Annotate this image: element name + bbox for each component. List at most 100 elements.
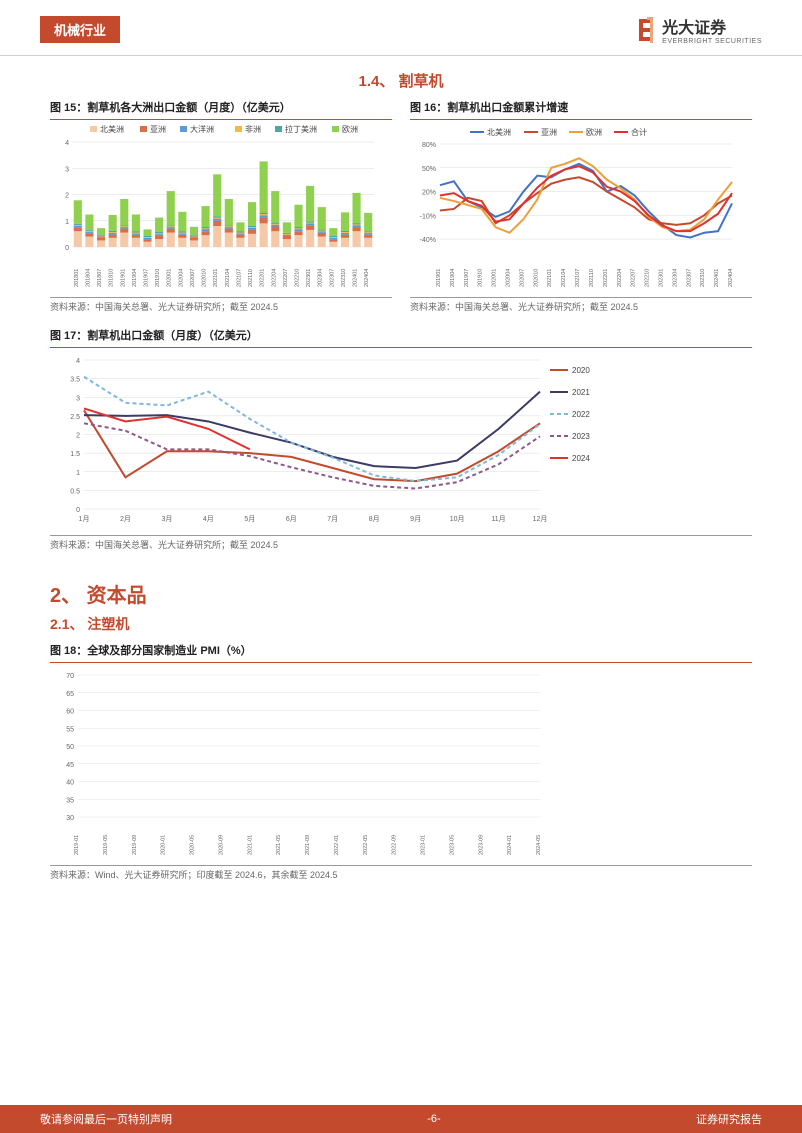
svg-text:亚洲: 亚洲 (150, 125, 166, 134)
svg-text:2: 2 (76, 433, 80, 440)
chart-15-source: 资料来源：中国海关总署、光大证券研究所；截至 2024.5 (50, 297, 392, 313)
svg-text:2023-01: 2023-01 (421, 835, 427, 855)
svg-text:1: 1 (76, 470, 80, 477)
svg-text:35: 35 (66, 797, 74, 804)
svg-text:20%: 20% (422, 190, 436, 197)
chart-15: 北美洲亚洲大洋洲非洲拉丁美洲欧洲012342018012018042018072… (50, 124, 380, 289)
svg-text:2021-01: 2021-01 (247, 835, 253, 855)
svg-text:9月: 9月 (410, 515, 421, 523)
svg-text:2.5: 2.5 (70, 414, 80, 421)
svg-text:8月: 8月 (369, 515, 380, 523)
svg-text:202110: 202110 (248, 269, 254, 287)
svg-text:3: 3 (76, 395, 80, 402)
company-name-en: EVERBRIGHT SECURITIES (662, 38, 762, 45)
svg-text:201901: 201901 (120, 269, 126, 287)
svg-text:202004: 202004 (178, 269, 184, 287)
svg-text:2022-05: 2022-05 (363, 835, 369, 855)
chart-16: -40%-10%20%50%80%20190120190420190720191… (410, 124, 740, 289)
svg-text:202210: 202210 (295, 269, 301, 287)
svg-text:202404: 202404 (364, 269, 370, 287)
chart-16-source: 资料来源：中国海关总署、光大证券研究所；截至 2024.5 (410, 297, 752, 313)
svg-text:5月: 5月 (244, 515, 255, 523)
svg-text:202310: 202310 (700, 269, 706, 287)
svg-text:30: 30 (66, 815, 74, 822)
svg-text:202304: 202304 (318, 269, 324, 287)
svg-text:3月: 3月 (161, 515, 172, 523)
svg-text:2020-05: 2020-05 (190, 835, 196, 855)
svg-text:201904: 201904 (450, 269, 456, 287)
svg-text:2024-01: 2024-01 (507, 835, 513, 855)
svg-text:202210: 202210 (645, 269, 651, 287)
svg-text:202201: 202201 (260, 269, 266, 287)
svg-text:201804: 201804 (85, 269, 91, 287)
svg-text:亚洲: 亚洲 (541, 128, 557, 137)
svg-text:2022: 2022 (572, 410, 590, 419)
svg-text:0: 0 (76, 507, 80, 514)
svg-text:40: 40 (66, 780, 74, 787)
page-content: 1.4、 割草机 图 15：割草机各大洲出口金额（月度）（亿美元） 北美洲亚洲大… (0, 56, 802, 881)
svg-text:2019-01: 2019-01 (74, 835, 80, 855)
section-2-title: 2、 资本品 (50, 579, 752, 608)
svg-text:202107: 202107 (575, 269, 581, 287)
svg-text:201807: 201807 (97, 269, 103, 287)
svg-text:201907: 201907 (144, 269, 150, 287)
svg-text:202307: 202307 (329, 269, 335, 287)
logo-icon (636, 17, 656, 43)
svg-text:202307: 202307 (686, 269, 692, 287)
svg-text:2019-05: 2019-05 (103, 835, 109, 855)
chart-17-source: 资料来源：中国海关总署、光大证券研究所；截至 2024.5 (50, 535, 752, 551)
svg-text:202107: 202107 (236, 269, 242, 287)
svg-text:北美洲: 北美洲 (487, 127, 511, 137)
svg-text:7月: 7月 (327, 515, 338, 523)
page-header: 机械行业 光大证券 EVERBRIGHT SECURITIES (0, 0, 802, 56)
svg-text:202001: 202001 (167, 269, 173, 287)
svg-text:45: 45 (66, 762, 74, 769)
svg-text:2023-09: 2023-09 (478, 835, 484, 855)
company-name-cn: 光大证券 (662, 14, 762, 38)
svg-text:3: 3 (65, 166, 69, 173)
svg-text:201910: 201910 (478, 269, 484, 287)
svg-text:大洋洲: 大洋洲 (190, 124, 214, 134)
svg-text:65: 65 (66, 691, 74, 698)
svg-text:202401: 202401 (714, 269, 720, 287)
svg-text:4: 4 (65, 140, 69, 147)
footer-left: 敬请参阅最后一页特别声明 (40, 1111, 172, 1127)
svg-text:202010: 202010 (533, 269, 539, 287)
svg-text:202201: 202201 (603, 269, 609, 287)
svg-text:202110: 202110 (589, 269, 595, 287)
chart-17-title: 图 17：割草机出口金额（月度）（亿美元） (50, 327, 752, 343)
svg-text:2024-05: 2024-05 (536, 835, 542, 855)
svg-text:11月: 11月 (491, 515, 505, 523)
svg-text:202010: 202010 (202, 269, 208, 287)
chart-18-source: 资料来源：Wind、光大证券研究所；印度截至 2024.6，其余截至 2024.… (50, 865, 752, 881)
svg-text:202304: 202304 (672, 269, 678, 287)
chart-15-block: 图 15：割草机各大洲出口金额（月度）（亿美元） 北美洲亚洲大洋洲非洲拉丁美洲欧… (50, 99, 392, 313)
svg-text:202001: 202001 (492, 269, 498, 287)
svg-text:2月: 2月 (120, 515, 131, 523)
svg-text:欧洲: 欧洲 (586, 127, 602, 137)
svg-text:2023-05: 2023-05 (449, 835, 455, 855)
svg-text:202301: 202301 (658, 269, 664, 287)
svg-text:10月: 10月 (450, 515, 465, 523)
svg-text:55: 55 (66, 726, 74, 733)
svg-text:202204: 202204 (617, 269, 623, 287)
svg-text:2024: 2024 (572, 454, 590, 463)
svg-text:202207: 202207 (631, 269, 637, 287)
svg-text:202101: 202101 (547, 269, 553, 287)
chart-16-title: 图 16：割草机出口金额累计增速 (410, 99, 752, 115)
svg-text:2021: 2021 (572, 388, 590, 397)
industry-tag: 机械行业 (40, 16, 120, 43)
svg-text:60: 60 (66, 709, 74, 716)
svg-text:202007: 202007 (519, 269, 525, 287)
chart-15-title: 图 15：割草机各大洲出口金额（月度）（亿美元） (50, 99, 392, 115)
chart-18: 3035404550556065702019-012019-052019-092… (50, 667, 730, 857)
svg-text:4月: 4月 (203, 515, 214, 523)
svg-text:1: 1 (65, 219, 69, 226)
svg-text:202004: 202004 (506, 269, 512, 287)
svg-text:3.5: 3.5 (70, 377, 80, 384)
svg-text:201801: 201801 (74, 269, 80, 287)
svg-text:2020-01: 2020-01 (161, 835, 167, 855)
svg-text:50%: 50% (422, 166, 436, 173)
chart-row-15-16: 图 15：割草机各大洲出口金额（月度）（亿美元） 北美洲亚洲大洋洲非洲拉丁美洲欧… (50, 99, 752, 313)
svg-text:201910: 201910 (155, 269, 161, 287)
